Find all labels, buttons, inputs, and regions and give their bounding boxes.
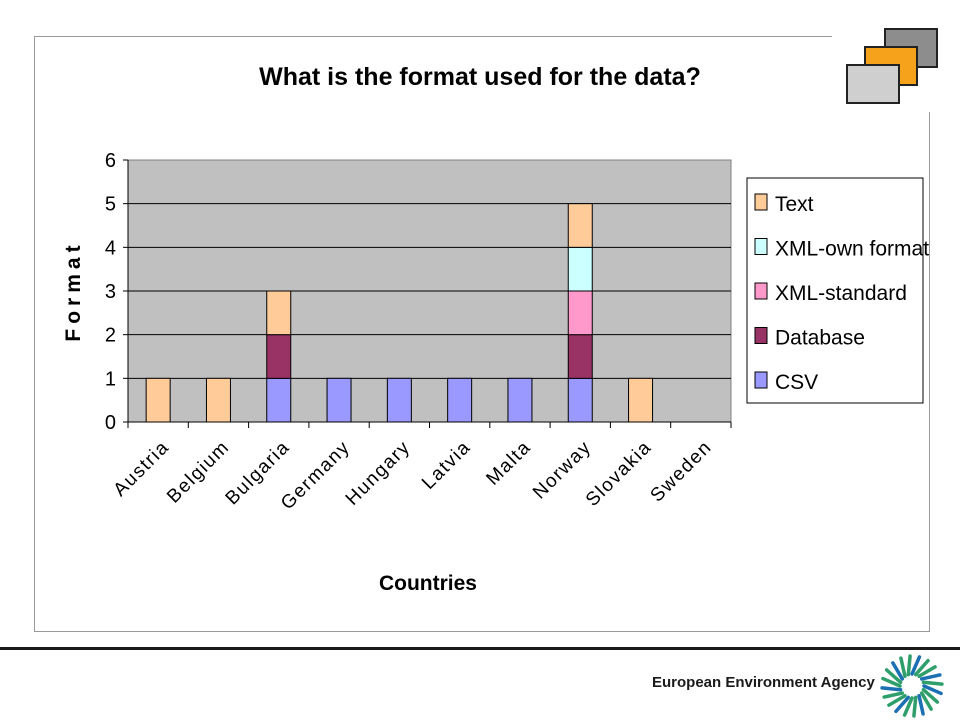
chart: What is the format used for the data? 0 1…	[62, 63, 929, 595]
legend-swatch	[754, 238, 768, 255]
agency-name: European Environment Agency	[652, 674, 875, 691]
footer-divider	[0, 647, 960, 650]
y-tick-label: 6	[105, 150, 116, 172]
bar-segment	[386, 377, 412, 423]
bar-segment	[628, 377, 654, 423]
chart-title: What is the format used for the data?	[259, 63, 701, 91]
bar-segment	[266, 377, 292, 423]
y-axis-label: Format	[62, 240, 85, 341]
logo-ray	[882, 691, 905, 699]
logo-ray	[922, 684, 943, 696]
logo-ray	[917, 665, 937, 679]
bar-segment	[266, 290, 292, 336]
y-tick-label: 2	[105, 325, 116, 347]
logo-ray	[921, 687, 940, 704]
legend-swatch	[754, 282, 768, 300]
logo-center	[904, 678, 920, 694]
logo-ray	[910, 655, 922, 676]
y-tick-label: 1	[105, 368, 116, 390]
legend-swatch	[754, 371, 768, 389]
logo-ray	[880, 686, 903, 692]
logo-ray	[913, 658, 930, 677]
eea-logo-icon	[880, 654, 944, 718]
legend-box	[746, 177, 924, 404]
x-tick-label: Latvia	[418, 437, 475, 494]
legend-label: XML-standard	[775, 282, 907, 305]
logo-ray	[894, 695, 911, 714]
logo-ray	[919, 673, 942, 681]
bar-segment	[567, 334, 593, 379]
logo-ray	[884, 668, 903, 685]
logo-ray	[902, 696, 914, 717]
logo-ray	[912, 695, 918, 718]
legend-swatch	[754, 193, 768, 211]
bar-segment	[567, 203, 593, 248]
bar-segment	[507, 377, 533, 423]
x-tick-label: Sweden	[647, 437, 717, 507]
bar-segment	[145, 377, 171, 423]
legend-label: CSV	[775, 371, 818, 394]
light-square-icon	[846, 64, 900, 104]
logo-ray	[881, 676, 902, 688]
x-tick-label: Malta	[482, 437, 535, 490]
bar-segment	[447, 377, 473, 423]
logo-ray	[917, 693, 925, 716]
legend-swatch	[754, 327, 768, 344]
logo-ray	[899, 656, 907, 679]
logo-ray	[919, 691, 933, 711]
x-tick-label: Slovakia	[582, 437, 656, 511]
x-axis-label: Countries	[379, 572, 477, 595]
legend: Text XML-own format XML-standard Database CS…	[746, 177, 929, 404]
bar-segment	[266, 334, 292, 379]
stacked-squares-icon	[832, 20, 948, 112]
bar-segment	[567, 290, 593, 336]
legend-label: XML-own format	[775, 238, 929, 261]
y-tick-label: 0	[105, 412, 116, 434]
legend-label: Text	[775, 193, 814, 216]
legend-label: Database	[775, 327, 865, 350]
bar-segment	[205, 377, 231, 423]
x-tick-label: Hungary	[342, 437, 415, 510]
y-tick-label: 3	[105, 281, 116, 303]
y-tick-label: 5	[105, 194, 116, 216]
logo-ray	[921, 680, 944, 686]
logo-ray	[887, 693, 907, 707]
logo-ray	[906, 654, 912, 677]
y-tick-label: 4	[105, 237, 116, 259]
logo-ray	[891, 661, 905, 681]
bar-segment	[567, 246, 593, 292]
bars	[145, 203, 654, 423]
bar-segment	[326, 377, 352, 423]
bar-segment	[567, 377, 593, 423]
